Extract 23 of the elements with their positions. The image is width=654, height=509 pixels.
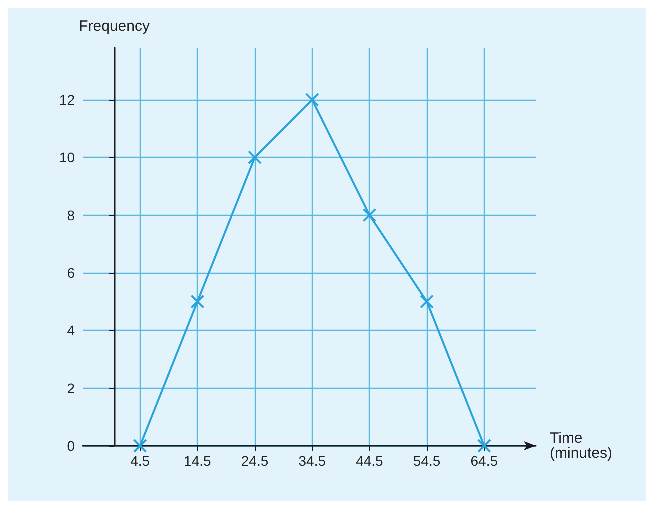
point	[190, 294, 205, 309]
x-tick-label: 4.5	[130, 453, 150, 469]
point	[133, 439, 148, 453]
y-tick-label: 6	[67, 264, 76, 281]
x-tick-label: 34.5	[298, 453, 326, 469]
y-axis-title: Frequency	[79, 18, 150, 35]
x-tick-label: 24.5	[241, 453, 269, 469]
point	[305, 92, 320, 107]
x-tick-label: 54.5	[413, 453, 441, 469]
x-tick-label: 14.5	[184, 453, 212, 469]
y-tick-label: 0	[67, 438, 76, 454]
y-tick-label: 12	[59, 92, 76, 108]
point	[362, 208, 377, 222]
x-tick-label: 64.5	[470, 453, 498, 469]
y-tick-label: 10	[59, 150, 76, 166]
y-tick-label: 4	[67, 322, 76, 339]
y-tick-label: 2	[67, 380, 76, 396]
y-tick-label: 8	[67, 207, 76, 224]
x-tick-label: 44.5	[356, 453, 384, 469]
x-axis-title: Time (minutes)	[550, 430, 613, 462]
point	[248, 150, 262, 165]
point	[477, 439, 492, 453]
point	[420, 294, 434, 309]
